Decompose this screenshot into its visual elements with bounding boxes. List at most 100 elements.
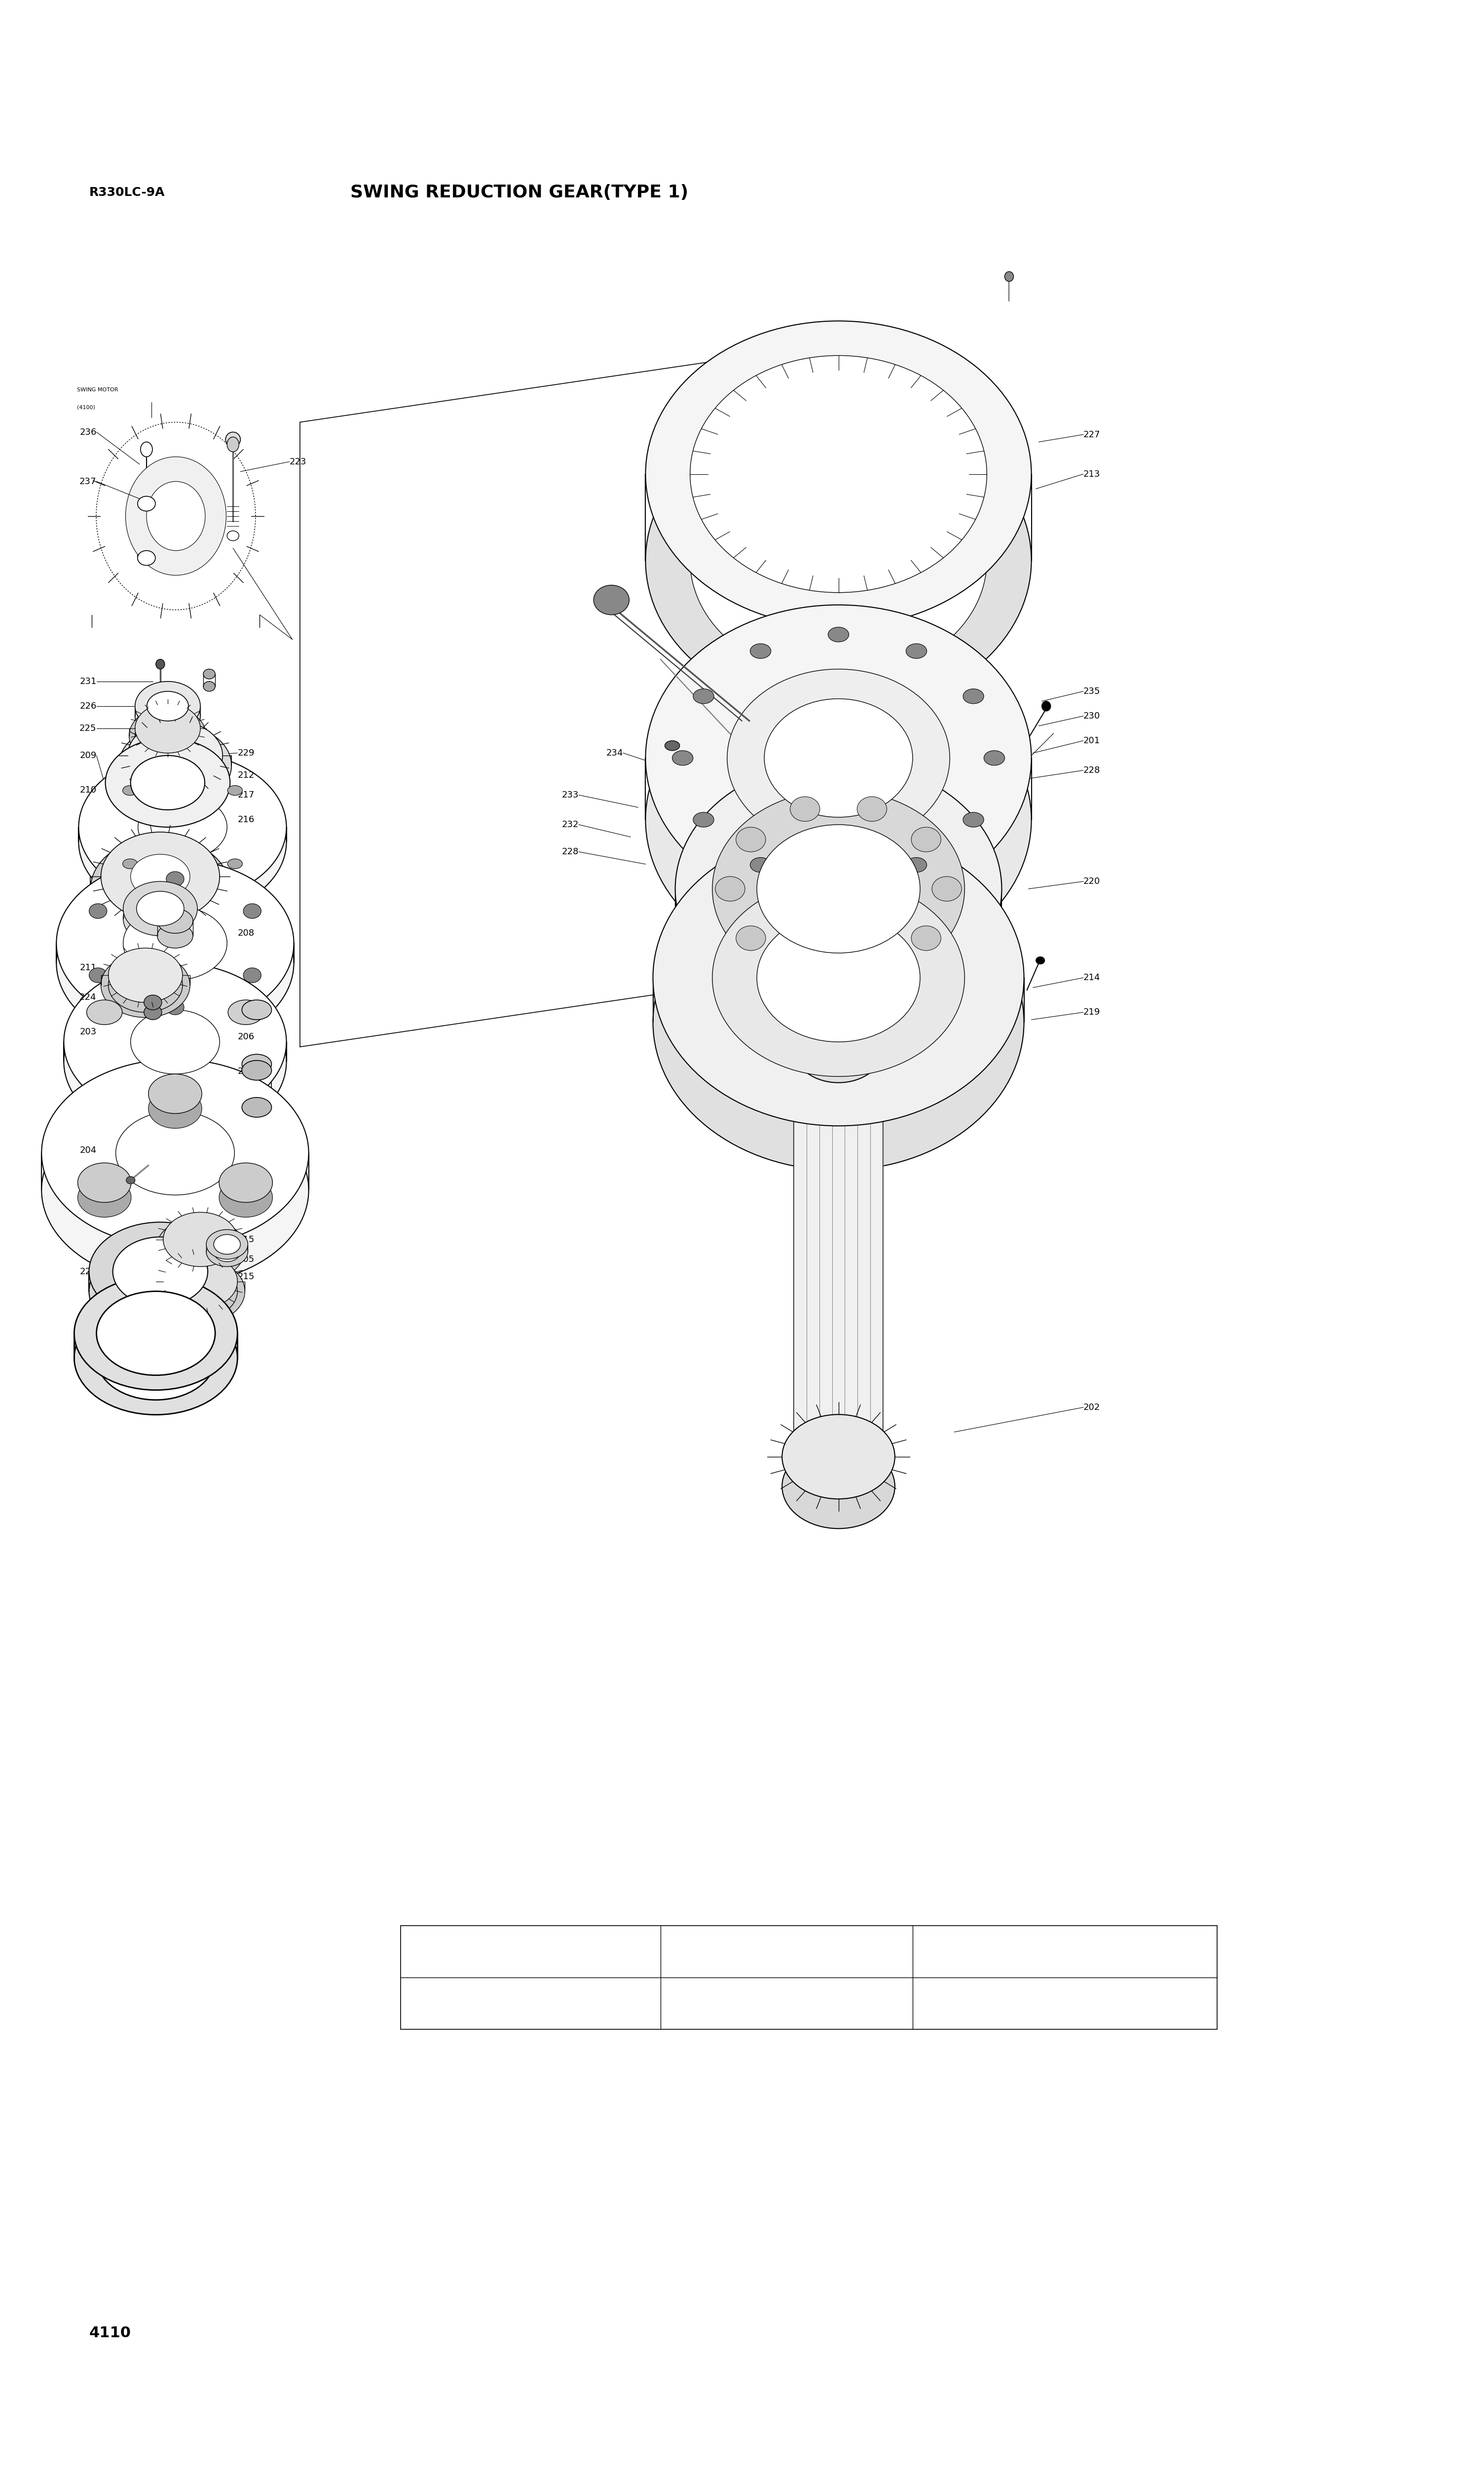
Ellipse shape: [89, 968, 107, 983]
Text: 218: 218: [1058, 2000, 1071, 2007]
Ellipse shape: [126, 1178, 135, 1185]
Ellipse shape: [242, 1062, 272, 1081]
Ellipse shape: [243, 968, 261, 983]
Ellipse shape: [147, 691, 188, 721]
Text: 223: 223: [289, 457, 306, 467]
Ellipse shape: [828, 874, 849, 889]
Ellipse shape: [148, 1089, 202, 1128]
Text: 235: 235: [1083, 686, 1100, 696]
Ellipse shape: [56, 879, 294, 1047]
Ellipse shape: [147, 481, 205, 551]
Ellipse shape: [243, 904, 261, 918]
Ellipse shape: [646, 605, 1031, 911]
Ellipse shape: [123, 891, 197, 946]
Text: 234: 234: [607, 748, 623, 758]
Text: 231: 231: [80, 677, 96, 686]
Ellipse shape: [119, 723, 232, 807]
Text: 202: 202: [1083, 1402, 1100, 1412]
Text: SWING REDUCTION GEAR(TYPE 1): SWING REDUCTION GEAR(TYPE 1): [350, 185, 689, 200]
Ellipse shape: [727, 933, 950, 1111]
Text: 236: 236: [80, 427, 96, 437]
Ellipse shape: [220, 1163, 273, 1202]
Ellipse shape: [89, 1222, 232, 1321]
Ellipse shape: [963, 689, 984, 704]
Ellipse shape: [757, 914, 920, 1042]
Ellipse shape: [932, 876, 962, 901]
Ellipse shape: [727, 669, 950, 847]
Ellipse shape: [144, 1005, 162, 1020]
Text: 221: 221: [80, 1267, 96, 1276]
Ellipse shape: [89, 904, 107, 918]
Text: 213: 213: [1083, 469, 1100, 479]
Ellipse shape: [690, 442, 987, 679]
Ellipse shape: [1042, 701, 1051, 711]
Ellipse shape: [736, 926, 766, 951]
Ellipse shape: [1005, 272, 1014, 281]
Ellipse shape: [242, 1054, 272, 1074]
Ellipse shape: [79, 768, 286, 916]
Ellipse shape: [156, 1217, 245, 1281]
Ellipse shape: [137, 891, 184, 926]
Ellipse shape: [227, 531, 239, 541]
Ellipse shape: [123, 859, 138, 869]
Ellipse shape: [203, 669, 215, 679]
Ellipse shape: [220, 1178, 273, 1217]
Ellipse shape: [89, 1242, 232, 1341]
Ellipse shape: [214, 1242, 240, 1262]
Ellipse shape: [91, 837, 230, 941]
Ellipse shape: [229, 1000, 264, 1025]
Ellipse shape: [712, 879, 965, 1076]
Ellipse shape: [163, 1212, 237, 1267]
Text: 211: 211: [80, 963, 96, 973]
Ellipse shape: [123, 906, 227, 980]
Ellipse shape: [138, 551, 156, 565]
Text: Description: Description: [509, 1948, 552, 1955]
Ellipse shape: [135, 711, 200, 760]
Bar: [401, 1926, 1217, 2030]
Text: 215: 215: [237, 1272, 254, 1281]
Ellipse shape: [123, 881, 197, 936]
Ellipse shape: [712, 790, 965, 988]
Ellipse shape: [227, 859, 242, 869]
Ellipse shape: [214, 1234, 240, 1254]
Ellipse shape: [789, 956, 819, 980]
Ellipse shape: [166, 872, 184, 886]
Ellipse shape: [715, 876, 745, 901]
Text: 232: 232: [562, 820, 579, 830]
Ellipse shape: [905, 644, 926, 659]
Ellipse shape: [693, 812, 714, 827]
Text: Included item: Included item: [1039, 1948, 1091, 1955]
Ellipse shape: [123, 785, 138, 795]
Ellipse shape: [672, 751, 693, 765]
Ellipse shape: [163, 1264, 237, 1318]
Ellipse shape: [163, 1222, 237, 1276]
Ellipse shape: [144, 995, 162, 1010]
Text: (4100): (4100): [77, 405, 95, 410]
Ellipse shape: [147, 701, 188, 731]
Text: 230: 230: [1083, 711, 1100, 721]
Ellipse shape: [42, 1059, 309, 1247]
Ellipse shape: [79, 753, 286, 901]
Ellipse shape: [137, 901, 184, 936]
Ellipse shape: [764, 699, 913, 817]
Ellipse shape: [157, 923, 193, 948]
Ellipse shape: [135, 691, 200, 741]
Ellipse shape: [138, 795, 227, 859]
Ellipse shape: [64, 963, 286, 1121]
Ellipse shape: [646, 667, 1031, 973]
Ellipse shape: [77, 1178, 131, 1217]
Ellipse shape: [653, 830, 1024, 1126]
Ellipse shape: [96, 1291, 215, 1375]
Ellipse shape: [104, 1232, 217, 1311]
Text: 222: 222: [80, 1173, 96, 1183]
Ellipse shape: [242, 1000, 272, 1020]
Text: 226: 226: [80, 701, 96, 711]
Ellipse shape: [203, 681, 215, 691]
Ellipse shape: [96, 1316, 215, 1400]
Ellipse shape: [157, 909, 193, 933]
Ellipse shape: [128, 721, 223, 790]
Ellipse shape: [101, 844, 220, 933]
Ellipse shape: [74, 1276, 237, 1390]
Text: XKAH-01424: XKAH-01424: [763, 2000, 810, 2007]
Ellipse shape: [119, 1242, 202, 1301]
